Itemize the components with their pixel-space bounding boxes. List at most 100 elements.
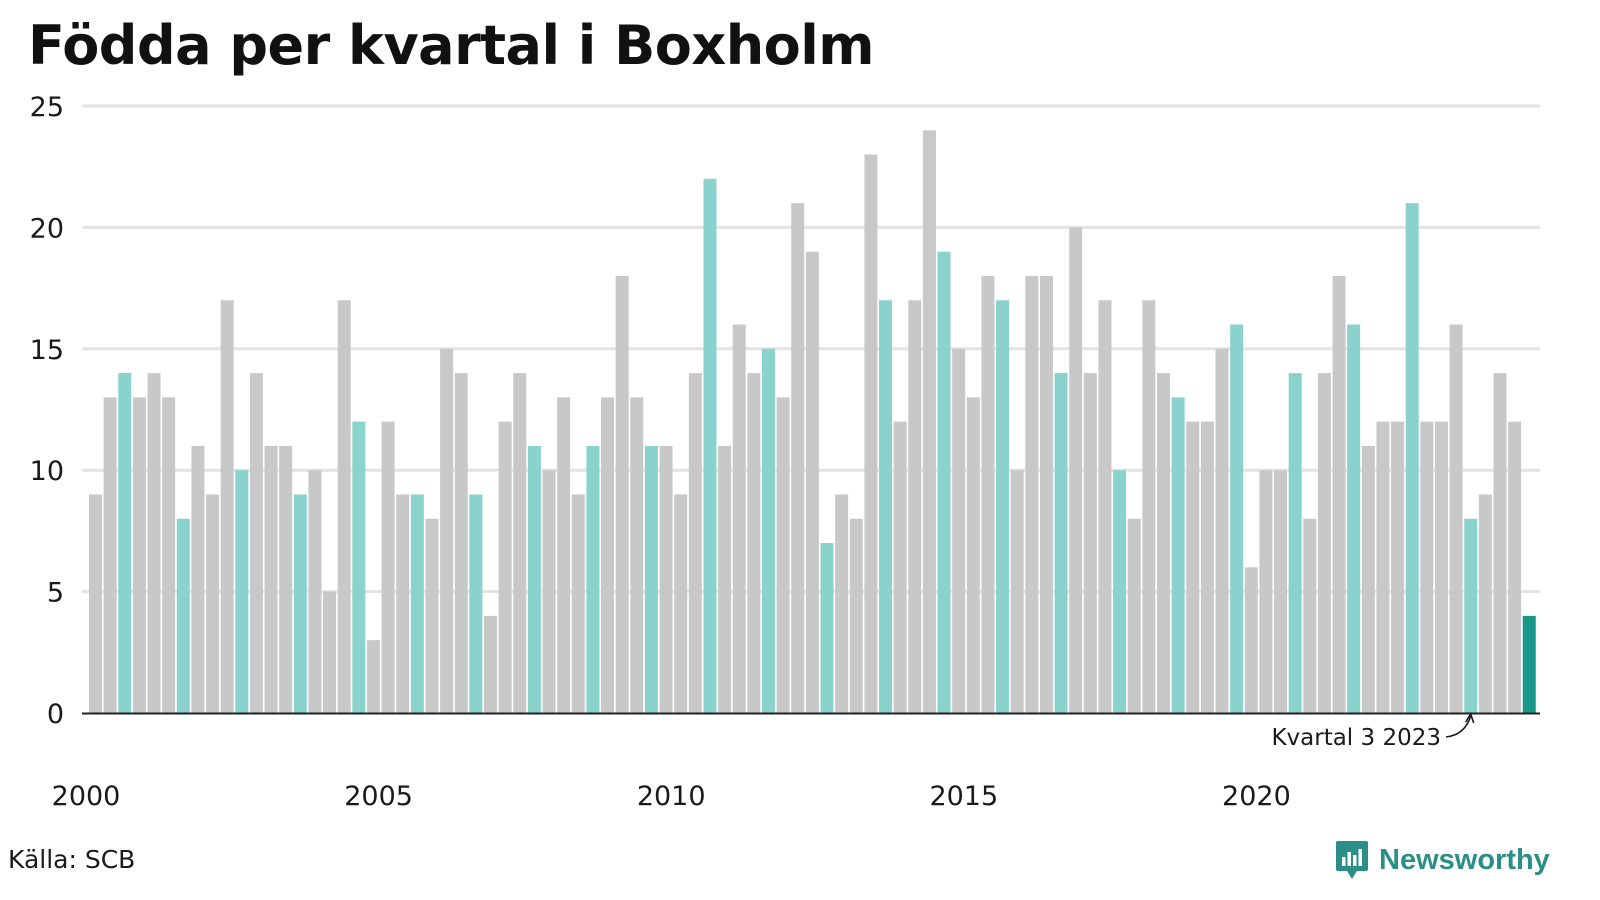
bar bbox=[908, 300, 922, 713]
bar bbox=[249, 373, 263, 713]
bar bbox=[381, 421, 395, 713]
bar bbox=[1069, 227, 1083, 713]
bar bbox=[1303, 518, 1317, 713]
bar bbox=[527, 445, 541, 713]
bar bbox=[1405, 203, 1419, 713]
annotation-label: Kvartal 3 2023 bbox=[1271, 725, 1441, 751]
bar bbox=[849, 518, 863, 713]
y-tick-label: 5 bbox=[47, 578, 64, 609]
bar bbox=[1200, 421, 1214, 713]
y-tick-label: 15 bbox=[30, 335, 64, 366]
bar bbox=[118, 373, 132, 713]
bar bbox=[162, 397, 176, 713]
bar bbox=[586, 445, 600, 713]
bar bbox=[1347, 324, 1361, 713]
brand-logo[interactable]: Newsworthy bbox=[1335, 838, 1550, 882]
bar bbox=[601, 397, 615, 713]
bar bbox=[513, 373, 527, 713]
annotation-arrow bbox=[1445, 715, 1472, 738]
bar bbox=[1054, 373, 1068, 713]
bar bbox=[1522, 615, 1536, 713]
bar bbox=[410, 494, 424, 713]
x-axis-ticks: 2000 2005 2010 2015 2020 bbox=[52, 781, 1291, 812]
bar bbox=[1142, 300, 1156, 713]
bar bbox=[688, 373, 702, 713]
bar bbox=[1039, 275, 1053, 713]
bar bbox=[1259, 470, 1273, 713]
bar bbox=[1113, 470, 1127, 713]
bar bbox=[396, 494, 410, 713]
bar bbox=[498, 421, 512, 713]
bar bbox=[1332, 275, 1346, 713]
bar bbox=[220, 300, 234, 713]
newsworthy-logo-icon bbox=[1336, 841, 1368, 879]
bar bbox=[659, 445, 673, 713]
bar bbox=[1244, 567, 1258, 713]
bar bbox=[1098, 300, 1112, 713]
bar bbox=[1376, 421, 1390, 713]
bar bbox=[337, 300, 351, 713]
bar bbox=[1420, 421, 1434, 713]
bar bbox=[1186, 421, 1200, 713]
bar bbox=[835, 494, 849, 713]
source-note: Källa: SCB bbox=[8, 845, 136, 874]
chart-title: Födda per kvartal i Boxholm bbox=[28, 14, 875, 77]
bar bbox=[279, 445, 293, 713]
bar bbox=[776, 397, 790, 713]
bar bbox=[323, 591, 337, 713]
x-tick-label: 2020 bbox=[1222, 781, 1291, 812]
bar bbox=[147, 373, 161, 713]
bar bbox=[191, 445, 205, 713]
bar bbox=[103, 397, 117, 713]
y-tick-label: 10 bbox=[30, 456, 64, 487]
bar bbox=[879, 300, 893, 713]
bar bbox=[805, 251, 819, 713]
bar bbox=[1230, 324, 1244, 713]
bar bbox=[747, 373, 761, 713]
bar bbox=[366, 640, 380, 713]
bar bbox=[293, 494, 307, 713]
bar bbox=[484, 615, 498, 713]
y-tick-label: 25 bbox=[30, 92, 64, 123]
bar bbox=[703, 178, 717, 714]
bar bbox=[615, 275, 629, 713]
bar bbox=[966, 397, 980, 713]
bar bbox=[1083, 373, 1097, 713]
bar bbox=[937, 251, 951, 713]
bar bbox=[1171, 397, 1185, 713]
x-tick-label: 2005 bbox=[344, 781, 413, 812]
bar bbox=[1010, 470, 1024, 713]
bar bbox=[440, 348, 454, 713]
bar bbox=[674, 494, 688, 713]
bar bbox=[761, 348, 775, 713]
brand-name: Newsworthy bbox=[1379, 843, 1550, 876]
y-tick-label: 20 bbox=[30, 213, 64, 244]
bar bbox=[469, 494, 483, 713]
annotation: Kvartal 3 2023 bbox=[1271, 712, 1475, 751]
bar bbox=[893, 421, 907, 713]
bar bbox=[1391, 421, 1405, 713]
bar bbox=[864, 154, 878, 713]
bar bbox=[571, 494, 585, 713]
bar bbox=[922, 130, 936, 713]
bar bbox=[1215, 348, 1229, 713]
bar bbox=[176, 518, 190, 713]
bar bbox=[132, 397, 146, 713]
bar bbox=[644, 445, 658, 713]
bar bbox=[791, 203, 805, 713]
bar bbox=[1288, 373, 1302, 713]
bar bbox=[1317, 373, 1331, 713]
bar bbox=[630, 397, 644, 713]
bar bbox=[718, 445, 732, 713]
bar bbox=[1478, 494, 1492, 713]
bar bbox=[1493, 373, 1507, 713]
bar bbox=[981, 275, 995, 713]
bar bbox=[1464, 518, 1478, 713]
bar bbox=[454, 373, 468, 713]
y-axis-ticks: 0 5 10 15 20 25 bbox=[30, 92, 64, 730]
y-tick-label: 0 bbox=[47, 699, 64, 730]
bar bbox=[732, 324, 746, 713]
bar bbox=[1434, 421, 1448, 713]
x-tick-label: 2010 bbox=[637, 781, 706, 812]
